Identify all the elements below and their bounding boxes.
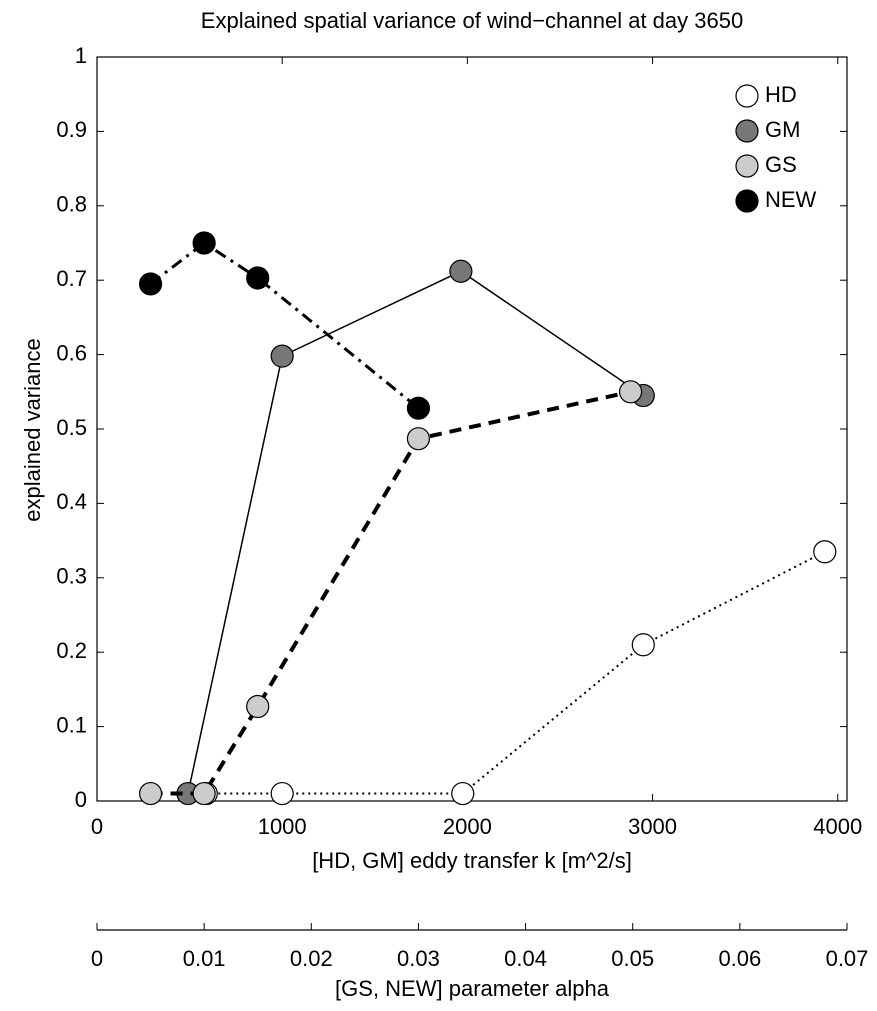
y-tick-label: 1 [75, 43, 87, 68]
y-tick-label: 0 [75, 787, 87, 812]
y-tick-label: 0.7 [56, 266, 87, 291]
data-point [618, 380, 643, 404]
data-point [270, 781, 294, 806]
data-point [631, 633, 655, 657]
x2-tick-label: 0.03 [397, 946, 440, 971]
x-tick-label: 3000 [628, 814, 677, 839]
y-tick-label: 0.1 [56, 712, 87, 737]
data-point [138, 272, 163, 296]
y-tick-label: 0.6 [56, 340, 87, 365]
y-tick-label: 0.9 [56, 117, 87, 142]
series-line [149, 241, 420, 410]
x2-tick-label: 0.07 [826, 946, 869, 971]
data-point [451, 781, 475, 806]
x2-tick-label: 0.02 [290, 946, 333, 971]
y-tick-label: 0.3 [56, 564, 87, 589]
x2-tick-label: 0 [91, 946, 103, 971]
data-point [192, 781, 216, 806]
data-point [192, 231, 216, 255]
y-tick-label: 0.5 [56, 415, 87, 440]
x-axis-label: [HD, GM] eddy transfer k [m^2/s] [312, 848, 632, 873]
x-tick-label: 2000 [443, 814, 492, 839]
data-point [246, 694, 270, 719]
legend-marker [735, 154, 759, 178]
series-line [206, 550, 826, 795]
data-point [246, 266, 270, 290]
series-line [150, 389, 632, 796]
legend-label: GS [765, 152, 797, 177]
x2-axis-label: [GS, NEW] parameter alpha [335, 976, 610, 1001]
data-point [406, 396, 431, 420]
y-tick-label: 0.4 [56, 489, 87, 514]
y-tick-label: 0.8 [56, 192, 87, 217]
data-point [270, 344, 294, 368]
data-point [138, 781, 163, 806]
series-line [187, 270, 644, 794]
legend-marker [735, 119, 759, 143]
x2-tick-label: 0.05 [611, 946, 654, 971]
x-tick-label: 4000 [813, 814, 862, 839]
x-tick-label: 1000 [258, 814, 307, 839]
chart-title: Explained spatial variance of wind−chann… [201, 8, 743, 33]
legend-label: NEW [765, 187, 817, 212]
y-tick-label: 0.2 [56, 638, 87, 663]
legend-label: GM [765, 117, 800, 142]
legend-marker [735, 84, 759, 108]
data-point [813, 540, 837, 564]
x-tick-label: 0 [91, 814, 103, 839]
legend-marker [735, 189, 759, 213]
data-point [406, 427, 431, 451]
data-point [449, 259, 473, 283]
plot-frame [96, 56, 848, 802]
legend-label: HD [765, 82, 797, 107]
x2-tick-label: 0.06 [718, 946, 761, 971]
y-axis-label: explained variance [20, 338, 45, 521]
x2-tick-label: 0.01 [183, 946, 226, 971]
x2-tick-label: 0.04 [504, 946, 547, 971]
